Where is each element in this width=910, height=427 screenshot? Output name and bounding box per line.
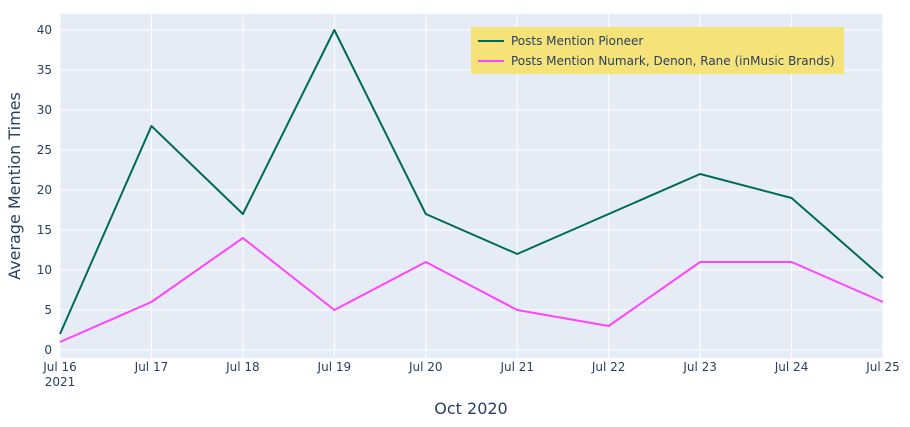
- legend-background: [471, 27, 844, 74]
- y-tick-label: 30: [37, 103, 52, 117]
- x-tick-label: Jul 24: [774, 360, 809, 374]
- data-point[interactable]: [422, 210, 430, 218]
- x-tick-label: Jul 16: [42, 360, 77, 374]
- y-axis-ticks: 0 5 10 15 20 25 30 35 40: [37, 23, 52, 357]
- y-tick-label: 35: [37, 63, 52, 77]
- x-tick-label: Jul 17: [134, 360, 169, 374]
- data-point[interactable]: [56, 330, 64, 338]
- data-point[interactable]: [147, 122, 155, 130]
- x-tick-year: 2021: [45, 375, 76, 389]
- y-tick-label: 5: [44, 303, 52, 317]
- x-tick-label: Jul 25: [865, 360, 900, 374]
- series-line-0: [59, 29, 884, 335]
- series-line-1: [59, 237, 884, 343]
- data-point[interactable]: [788, 258, 796, 266]
- data-point[interactable]: [147, 298, 155, 306]
- y-tick-label: 0: [44, 343, 52, 357]
- y-tick-label: 10: [37, 263, 52, 277]
- x-tick-label: Jul 23: [682, 360, 717, 374]
- data-point[interactable]: [605, 210, 613, 218]
- data-point[interactable]: [879, 298, 887, 306]
- series-layer: [56, 26, 887, 346]
- x-tick-label: Jul 20: [408, 360, 443, 374]
- data-point[interactable]: [513, 250, 521, 258]
- data-point[interactable]: [879, 274, 887, 282]
- legend-label-pioneer: Posts Mention Pioneer: [511, 34, 643, 48]
- legend-label-inmusic: Posts Mention Numark, Denon, Rane (inMus…: [511, 54, 835, 68]
- x-tick-label: Jul 18: [225, 360, 260, 374]
- data-point[interactable]: [239, 210, 247, 218]
- data-point[interactable]: [56, 338, 64, 346]
- x-tick-label: Jul 21: [499, 360, 534, 374]
- x-axis-title: Oct 2020: [434, 399, 507, 418]
- x-tick-label: Jul 22: [591, 360, 626, 374]
- data-point[interactable]: [330, 26, 338, 34]
- y-tick-label: 15: [37, 223, 52, 237]
- y-tick-label: 25: [37, 143, 52, 157]
- data-point[interactable]: [696, 258, 704, 266]
- data-point[interactable]: [422, 258, 430, 266]
- data-point[interactable]: [513, 306, 521, 314]
- data-point[interactable]: [605, 322, 613, 330]
- y-tick-label: 40: [37, 23, 52, 37]
- x-tick-label: Jul 19: [317, 360, 352, 374]
- data-point[interactable]: [330, 306, 338, 314]
- legend[interactable]: Posts Mention Pioneer Posts Mention Numa…: [471, 27, 844, 74]
- data-point[interactable]: [239, 234, 247, 242]
- x-axis-ticks: Jul 16 Jul 17 Jul 18 Jul 19 Jul 20 Jul 21 Jul …: [42, 360, 900, 374]
- y-axis-title: Average Mention Times: [5, 92, 24, 280]
- data-point[interactable]: [696, 170, 704, 178]
- y-tick-label: 20: [37, 183, 52, 197]
- data-point[interactable]: [788, 194, 796, 202]
